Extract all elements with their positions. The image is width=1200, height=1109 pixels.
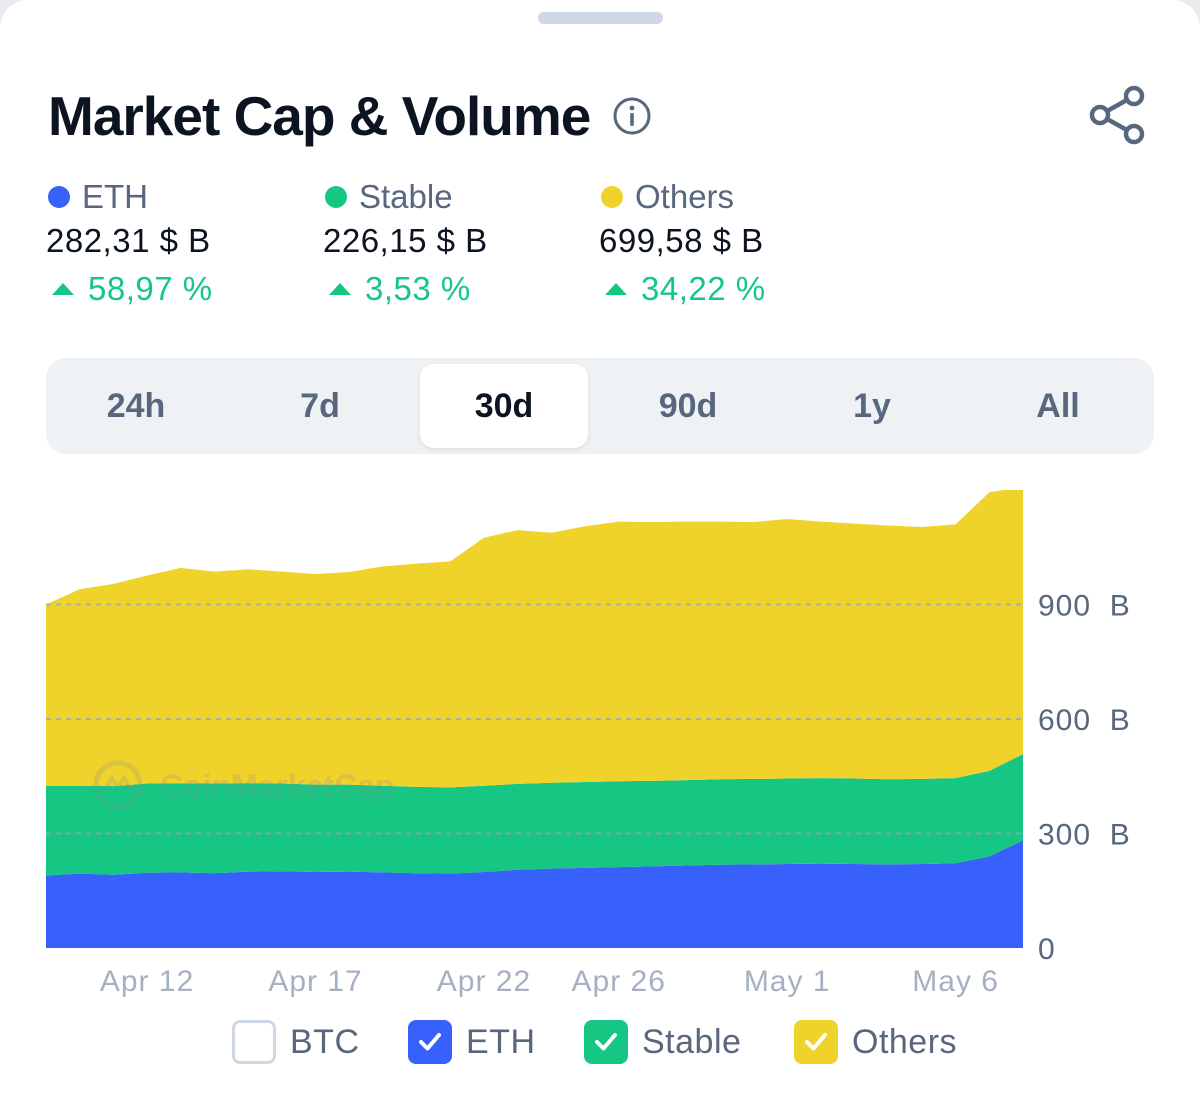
x-tick-label: Apr 22 (437, 965, 531, 998)
stat-stable-change: 3,53 % (323, 268, 583, 310)
legend-label-eth: ETH (466, 1022, 536, 1061)
arrow-up-icon (329, 283, 351, 295)
stable-color-dot (325, 186, 347, 208)
eth-color-dot (48, 186, 70, 208)
checkbox-checked-icon[interactable] (794, 1020, 838, 1064)
stat-eth-change: 58,97 % (46, 268, 306, 310)
stat-stable-value: 226,15 $ B (323, 222, 488, 259)
checkbox-checked-icon[interactable] (584, 1020, 628, 1064)
range-tab-24h[interactable]: 24h (106, 387, 166, 425)
checkmark-icon (805, 1033, 827, 1051)
stat-others-change: 34,22 % (599, 268, 859, 310)
time-range-selector: 24h 7d 30d 90d 1y All (46, 358, 1154, 454)
legend-toggle-others[interactable]: Others (794, 1020, 957, 1064)
sheet-grabber-handle[interactable] (538, 12, 663, 24)
x-tick-label: Apr 12 (100, 965, 194, 998)
arrow-up-icon (605, 283, 627, 295)
area-series-others (46, 490, 1023, 788)
info-circle-icon[interactable] (612, 96, 652, 136)
legend-label-others: Others (852, 1022, 958, 1061)
stat-others: Others 699,58 $ B 34,22 % (599, 176, 859, 310)
page-title: Market Cap & Volume (48, 85, 591, 147)
y-axis-ticks: 0 300 B 600 B 900 B (1038, 590, 1131, 967)
stat-eth: ETH 282,31 $ B 58,97 % (46, 176, 306, 310)
stat-others-change-value: 34,22 % (641, 270, 766, 307)
x-tick-label: May 1 (744, 965, 831, 998)
stat-others-name: Others (599, 176, 859, 218)
legend-toggle-stable[interactable]: Stable (584, 1020, 741, 1064)
checkbox-unchecked-icon[interactable] (232, 1020, 276, 1064)
range-tab-90d[interactable]: 90d (658, 387, 718, 425)
stat-stable: Stable 226,15 $ B 3,53 % (323, 176, 583, 310)
stat-eth-change-value: 58,97 % (88, 270, 213, 307)
chart-grid (46, 603, 1023, 835)
checkbox-checked-icon[interactable] (408, 1020, 452, 1064)
watermark-text: CoinMarketCap (160, 768, 395, 804)
stat-stable-name: Stable (323, 176, 583, 218)
stat-eth-label: ETH (82, 178, 148, 215)
stat-others-label: Others (635, 178, 735, 215)
y-tick-label: 300 B (1038, 819, 1131, 852)
y-tick-label: 600 B (1038, 704, 1131, 737)
y-tick-label: 0 (1038, 933, 1056, 966)
checkmark-icon (595, 1033, 617, 1051)
x-tick-label: May 6 (912, 965, 999, 998)
y-tick-label: 900 B (1038, 590, 1131, 623)
stat-eth-value: 282,31 $ B (46, 222, 211, 259)
legend-toggle-eth[interactable]: ETH (408, 1020, 536, 1064)
range-tab-7d[interactable]: 7d (300, 387, 340, 425)
x-tick-label: Apr 26 (572, 965, 666, 998)
area-series-eth (46, 840, 1023, 948)
range-tab-all[interactable]: All (1036, 387, 1080, 425)
x-tick-label: Apr 17 (268, 965, 362, 998)
share-icon[interactable] (1088, 84, 1148, 146)
arrow-up-icon (52, 283, 74, 295)
legend-toggle-btc[interactable]: BTC (232, 1020, 360, 1064)
others-color-dot (601, 186, 623, 208)
checkmark-icon (419, 1033, 441, 1051)
stat-eth-name: ETH (46, 176, 306, 218)
stat-stable-label: Stable (359, 178, 453, 215)
range-tab-1y[interactable]: 1y (853, 387, 891, 425)
legend-label-btc: BTC (290, 1022, 360, 1061)
stat-others-value: 699,58 $ B (599, 222, 764, 259)
x-axis-ticks: Apr 12 Apr 17 Apr 22 Apr 26 May 1 May 6 (100, 965, 999, 998)
area-series-stable (46, 754, 1023, 876)
range-tab-30d[interactable]: 30d (420, 364, 588, 448)
stat-stable-change-value: 3,53 % (365, 270, 471, 307)
chart-areas (46, 490, 1023, 948)
legend-label-stable: Stable (642, 1022, 742, 1061)
coinmarketcap-watermark: CoinMarketCap (93, 760, 395, 810)
